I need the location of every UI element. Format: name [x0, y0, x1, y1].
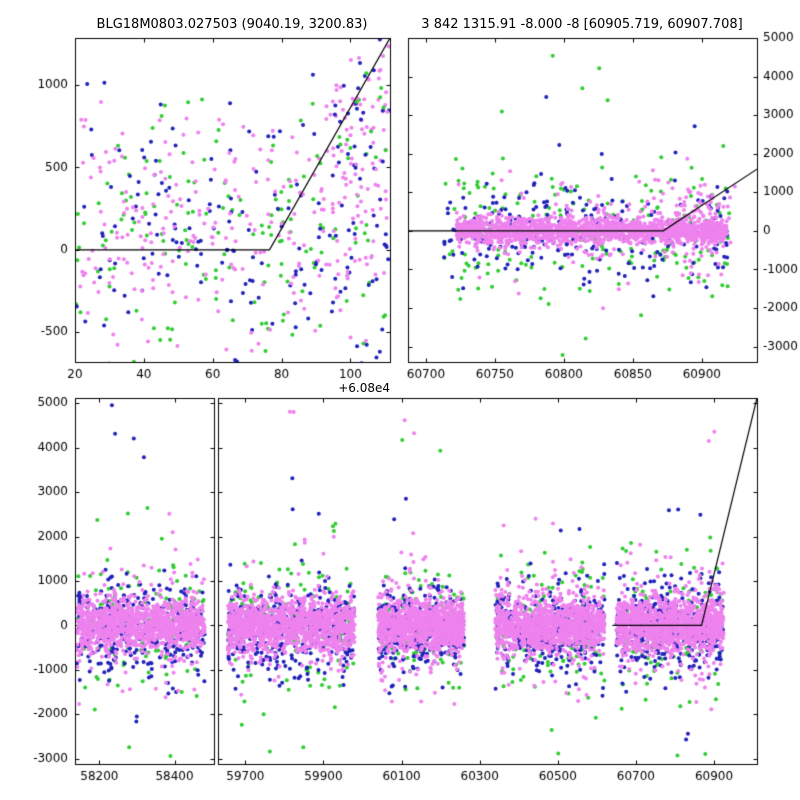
x-axis-offset-label: +6.08e4 [338, 381, 390, 395]
left-panel-title: BLG18M0803.027503 (9040.19, 3200.83) [96, 17, 368, 32]
right-panel-title: 3 842 1315.91 -8.000 -8 [60905.719, 6090… [421, 17, 743, 32]
